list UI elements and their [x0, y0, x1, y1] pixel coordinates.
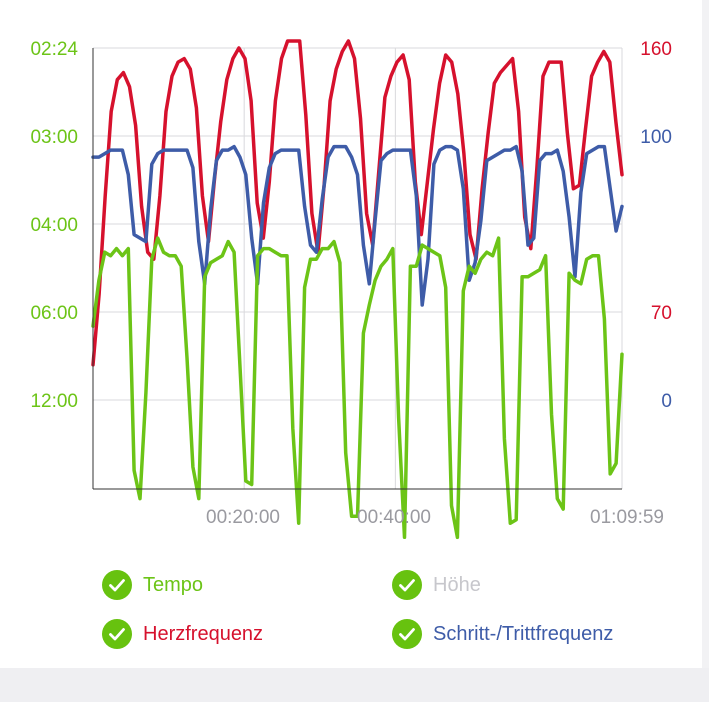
- legend-label-tempo: Tempo: [143, 573, 204, 596]
- series-line-cadence: [91, 144, 624, 307]
- y-tick-right-cadence-1: 0: [661, 391, 672, 412]
- legend-item-heart-rate[interactable]: Herzfrequenz: [102, 618, 263, 650]
- legend-label-altitude: Höhe: [433, 573, 481, 596]
- y-tick-left-2: 04:00: [30, 215, 78, 236]
- y-tick-left-1: 03:00: [30, 127, 78, 148]
- grid-lines: [93, 47, 623, 489]
- y-tick-left-3: 06:00: [30, 303, 78, 324]
- check-circle-icon: [392, 619, 422, 649]
- x-tick-2: 01:09:59: [590, 507, 664, 528]
- y-tick-right-cadence-0: 100: [640, 127, 672, 148]
- legend-label-cadence: Schritt-/Trittfrequenz: [433, 622, 614, 645]
- page-footer: [0, 668, 709, 702]
- legend-item-altitude[interactable]: Höhe: [392, 569, 481, 601]
- x-tick-0: 00:20:00: [206, 507, 280, 528]
- y-tick-right-heart-0: 160: [640, 39, 672, 60]
- series-line-heart: [91, 39, 624, 367]
- series-lines: [91, 39, 624, 540]
- activity-chart: 02:24 03:00 04:00 06:00 12:00 160 100 70…: [30, 39, 672, 540]
- y-tick-left-4: 12:00: [30, 391, 78, 412]
- series-line-tempo: [91, 236, 624, 540]
- x-tick-1: 00:40:00: [357, 507, 431, 528]
- card-edge: [702, 0, 709, 668]
- check-circle-icon: [102, 619, 132, 649]
- check-circle-icon: [102, 570, 132, 600]
- legend-label-heart-rate: Herzfrequenz: [143, 622, 264, 645]
- y-tick-left-0: 02:24: [30, 39, 78, 60]
- chart-card: [0, 0, 702, 668]
- legend-item-tempo[interactable]: Tempo: [102, 569, 203, 601]
- y-tick-right-heart-1: 70: [651, 303, 672, 324]
- legend-item-cadence[interactable]: Schritt-/Trittfrequenz: [392, 618, 613, 650]
- check-circle-icon: [392, 570, 422, 600]
